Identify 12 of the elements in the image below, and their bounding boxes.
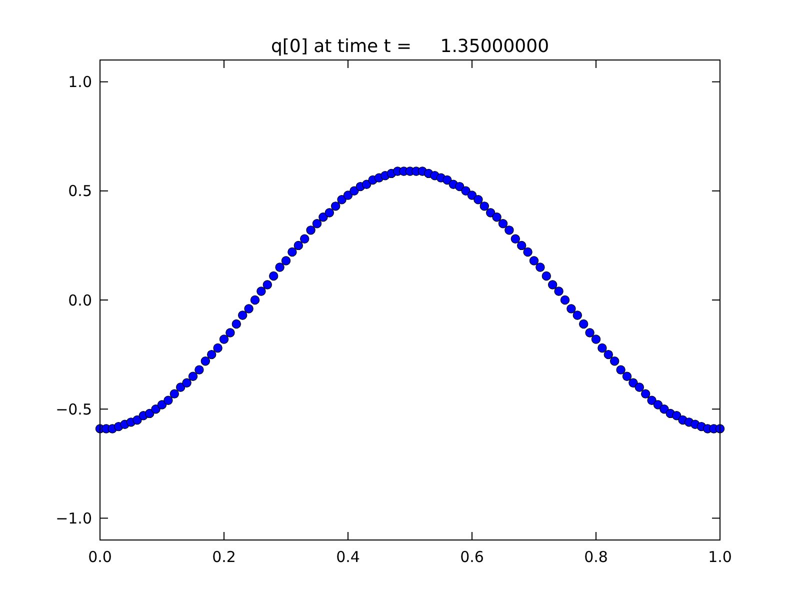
x-tick-label: 0.8 xyxy=(584,548,608,566)
chart-title: q[0] at time t = 1.35000000 xyxy=(270,36,550,57)
x-tick-label: 0.4 xyxy=(336,548,360,566)
x-tick-label: 0.0 xyxy=(88,548,112,566)
y-tick-label: 1.0 xyxy=(68,73,92,92)
x-tick-label: 1.0 xyxy=(708,548,732,566)
y-tick-label: −0.5 xyxy=(56,400,92,418)
y-tick-label: 0.5 xyxy=(68,182,92,200)
y-tick-label: 0.0 xyxy=(68,291,92,310)
x-tick-label: 0.6 xyxy=(460,548,484,566)
y-tick-label: −1.0 xyxy=(56,509,92,528)
x-tick-label: 0.2 xyxy=(212,548,236,566)
